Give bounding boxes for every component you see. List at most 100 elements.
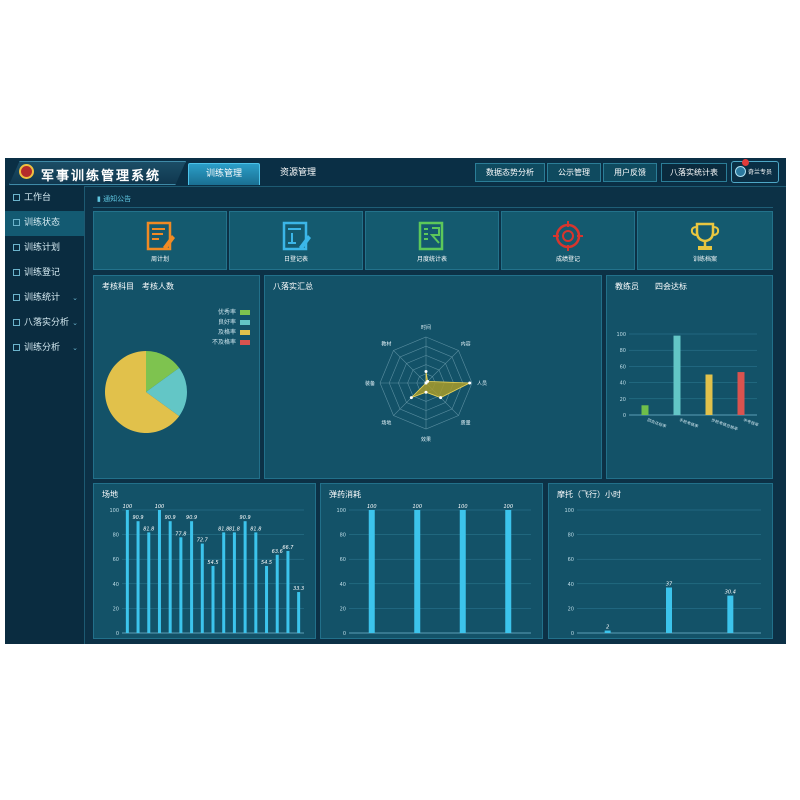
chevron-down-icon: ⌄ (72, 344, 78, 352)
data-label: 66.7 (282, 545, 294, 551)
feedback-button[interactable]: 用户反馈 (603, 163, 657, 182)
sidebar: 工作台 训练状态 训练计划 训练登记 训练统计 ⌄ 八落实分析 ⌄ 训练分析 ⌄ (5, 186, 85, 644)
sidebar-item-training-analysis[interactable]: 训练分析 ⌄ (5, 336, 84, 361)
bar (368, 510, 375, 633)
data-label: 90.9 (240, 515, 251, 521)
y-tick-label: 60 (568, 557, 574, 563)
tab-resource-management[interactable]: 资源管理 (279, 168, 316, 178)
bar (641, 405, 649, 415)
register-icon (13, 269, 20, 276)
app-title: 军事训练管理系统 (41, 169, 162, 184)
bar (136, 521, 140, 633)
daily-register-icon (282, 221, 311, 251)
panel-title: 八落实汇总 (273, 282, 313, 291)
monthly-stats-icon (418, 221, 444, 251)
radar-axis (393, 350, 427, 384)
legend-item-excellent: 优秀率 (194, 308, 250, 318)
radar-axis-label: 时间 (421, 324, 431, 331)
sidebar-item-eight-analysis[interactable]: 八落实分析 ⌄ (5, 311, 84, 336)
bar (147, 532, 151, 633)
radar-axis-label: 教材 (381, 340, 391, 347)
data-label: 90.9 (165, 515, 176, 521)
radar-axis-label: 场地 (381, 420, 391, 427)
data-label: 90.9 (186, 515, 197, 521)
bar (190, 521, 194, 633)
breadcrumb-label: 通知公告 (103, 195, 132, 203)
bar (168, 521, 172, 633)
bar (275, 554, 279, 633)
pie-legend: 优秀率 良好率 及格率 不及格率 (194, 308, 250, 348)
bar (157, 510, 161, 633)
eight-implementation-button[interactable]: 八落实统计表 (661, 163, 727, 182)
quick-card-monthly-stats[interactable]: 月度统计表 (365, 211, 499, 270)
data-label: 2 (606, 625, 609, 631)
trophy-archive-icon (690, 222, 720, 250)
publicity-button[interactable]: 公示管理 (547, 163, 601, 182)
pie-slice (146, 367, 187, 417)
radar-axis-label: 装备 (365, 380, 375, 387)
sidebar-item-workbench[interactable]: 工作台 (5, 186, 84, 211)
radar-point (468, 381, 472, 385)
data-label: 100 (367, 504, 377, 510)
radar-point (424, 381, 428, 385)
user-menu[interactable]: 奇兰专员 (731, 159, 779, 183)
quick-card-score-register[interactable]: 成绩登记 (501, 211, 635, 270)
user-name: 奇兰专员 (748, 169, 773, 176)
breadcrumb[interactable]: ▮ 通知公告 (97, 194, 131, 204)
y-tick-label: 80 (568, 533, 574, 539)
motor-hours-panel: 摩托（飞行）小时 0 20 40 60 80 100 2 37 30.4 (548, 483, 773, 639)
bar (243, 521, 247, 633)
data-label: 100 (412, 504, 422, 510)
data-situation-button[interactable]: 数据态势分析 (475, 163, 545, 182)
radar-point (409, 396, 413, 400)
quick-card-weekly-plan[interactable]: 周计划 (93, 211, 227, 270)
status-icon (13, 219, 20, 226)
title-plate (9, 161, 186, 185)
y-tick-label: 20 (340, 606, 346, 612)
instructor-panel: 教练员 四会达标 0 20 40 60 80 100 四会达标率 手枪考核率 步枪考核合格率 中考… (606, 275, 773, 479)
legend-swatch (240, 320, 250, 325)
y-tick-label: 100 (109, 508, 119, 514)
bar (125, 510, 129, 633)
assessment-panel: 考核科目 考核人数 优秀率 良好率 及格率 不及格率 (93, 275, 260, 479)
data-label: 100 (458, 504, 468, 510)
dashboard-window: 军事训练管理系统 训练管理 资源管理 数据态势分析 公示管理 用户反馈 八落实统… (5, 158, 786, 644)
bar (604, 630, 611, 633)
venue-panel: 场地 0 20 40 60 80 100 100 90.9 81.8 100 90.9 77.8 90.… (93, 483, 316, 639)
panel-title-count: 考核人数 (142, 282, 174, 291)
bar (265, 565, 269, 633)
y-tick-label: 20 (620, 397, 626, 403)
bar (297, 592, 301, 633)
bar (505, 510, 512, 633)
y-tick-label: 80 (620, 348, 626, 354)
stats-icon (13, 294, 20, 301)
y-tick-label: 0 (343, 631, 346, 637)
sidebar-item-label: 训练统计 (24, 293, 61, 303)
quick-card-daily-register[interactable]: 日登记表 (229, 211, 363, 270)
sidebar-item-label: 训练登记 (24, 268, 61, 278)
x-tick-label: 四会达标率 (647, 416, 668, 428)
motor-hours-bar-chart: 0 20 40 60 80 100 2 37 30.4 (564, 508, 761, 637)
y-tick-label: 20 (113, 606, 119, 612)
sidebar-item-training-status[interactable]: 训练状态 (5, 211, 84, 236)
bar (222, 532, 226, 633)
legend-item-pass: 及格率 (194, 328, 250, 338)
sidebar-item-training-register[interactable]: 训练登记 (5, 261, 84, 286)
sidebar-item-training-plan[interactable]: 训练计划 (5, 236, 84, 261)
bar (673, 335, 681, 415)
card-label: 日登记表 (283, 256, 308, 263)
data-label: 54.5 (261, 560, 272, 566)
legend-item-fail: 不及格率 (194, 338, 250, 348)
card-label: 月度统计表 (416, 256, 447, 263)
data-label: 63.6 (272, 549, 283, 555)
chart-icon (13, 344, 20, 351)
ammo-bar-chart: 0 20 40 60 80 100 100 100 100 100 (336, 504, 531, 637)
radar-series-area (411, 371, 470, 399)
sidebar-item-training-stats[interactable]: 训练统计 ⌄ (5, 286, 84, 311)
venue-bar-chart: 02040608010010090.981.810090.977.890.972… (109, 504, 304, 637)
tab-training-management[interactable]: 训练管理 (188, 163, 260, 185)
plan-icon (13, 244, 20, 251)
quick-card-training-archive[interactable]: 训练档案 (637, 211, 773, 270)
sidebar-item-label: 训练计划 (24, 243, 61, 253)
bar (179, 537, 183, 633)
